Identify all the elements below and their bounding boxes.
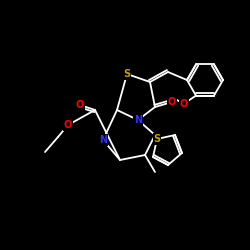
Text: O: O [180,98,188,108]
Text: N: N [99,135,107,145]
Text: S: S [154,134,160,144]
Text: O: O [76,100,84,110]
Text: O: O [64,120,72,130]
Text: N: N [134,115,142,125]
Text: O: O [168,97,176,107]
Text: S: S [124,69,130,79]
